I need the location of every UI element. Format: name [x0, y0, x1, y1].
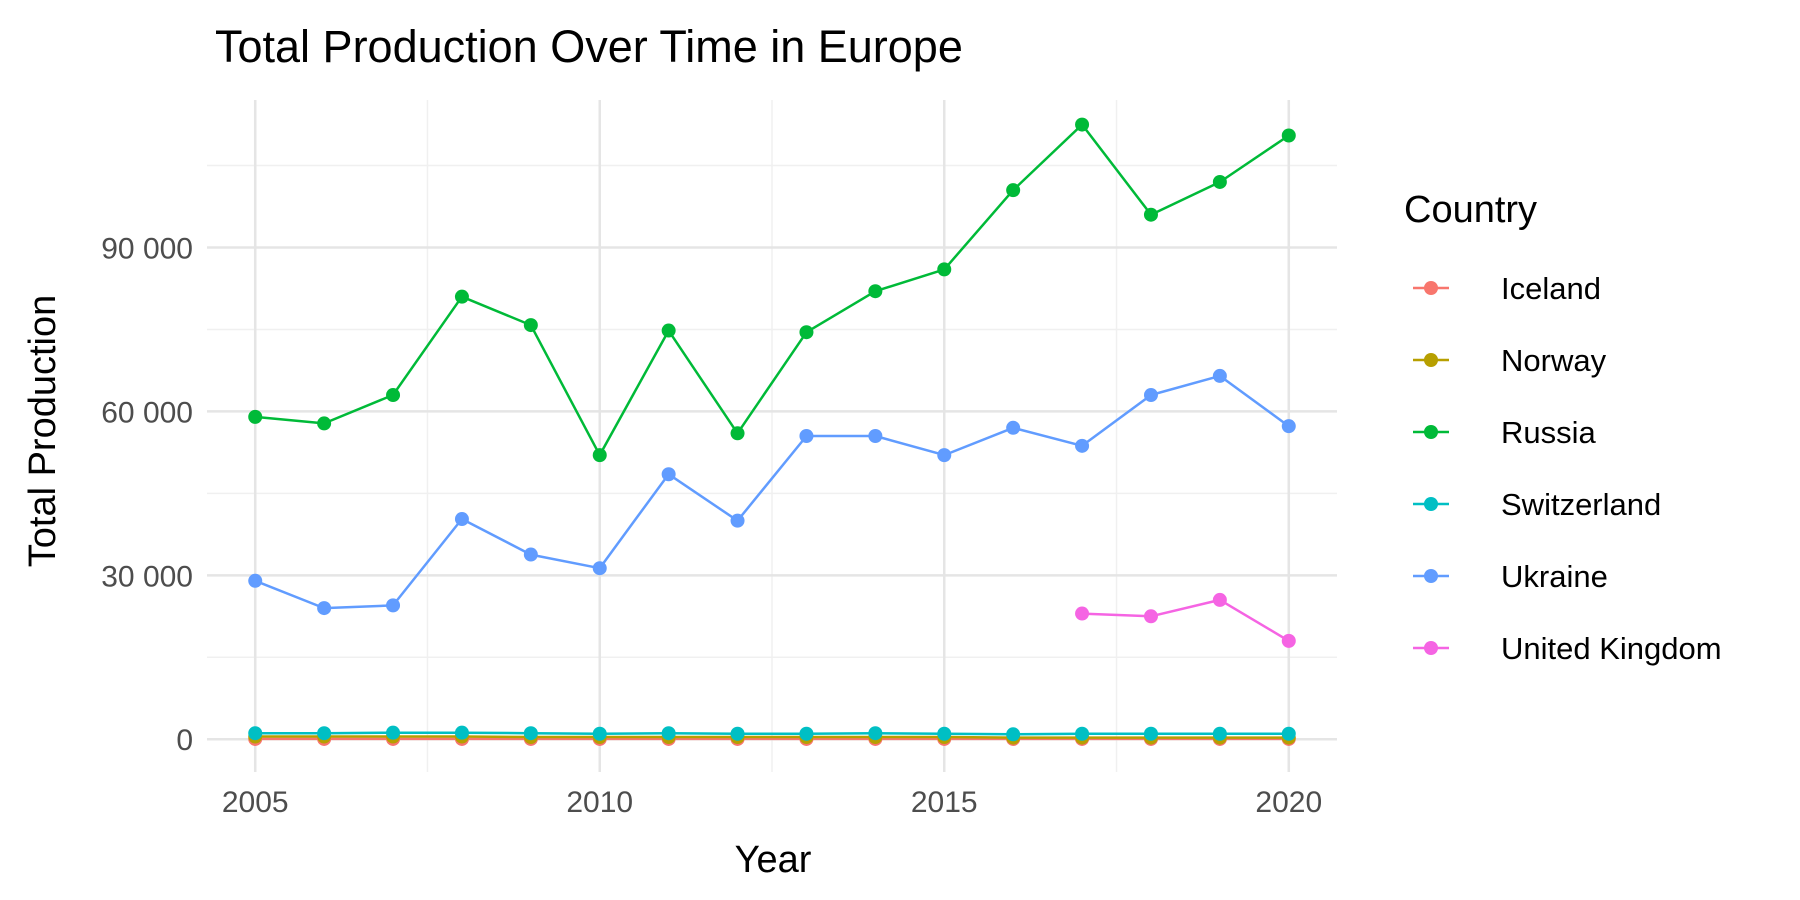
- legend-label-russia: Russia: [1501, 415, 1597, 450]
- x-tick-label: 2020: [1255, 786, 1322, 819]
- data-point-united-kingdom: [1281, 633, 1296, 648]
- data-point-switzerland: [1281, 726, 1296, 741]
- y-tick-label: 60 000: [101, 396, 193, 429]
- data-point-ukraine: [1281, 419, 1296, 434]
- data-point-switzerland: [799, 726, 814, 741]
- data-point-russia: [592, 448, 607, 463]
- data-point-united-kingdom: [1212, 592, 1227, 607]
- data-point-switzerland: [661, 726, 676, 741]
- data-point-united-kingdom: [1143, 609, 1158, 624]
- data-point-ukraine: [592, 561, 607, 576]
- data-point-ukraine: [1006, 420, 1021, 435]
- plot-grid: [207, 100, 1337, 772]
- data-point-ukraine: [317, 601, 332, 616]
- legend-label-switzerland: Switzerland: [1501, 487, 1661, 522]
- data-point-ukraine: [248, 573, 263, 588]
- y-axis-tick-labels: 0 30 000 60 000 90 000: [101, 233, 193, 758]
- data-point-switzerland: [523, 726, 538, 741]
- series-line-ukraine: [254, 374, 1290, 610]
- series-line-russia: [255, 123, 1290, 457]
- legend-key-point-russia: [1424, 425, 1438, 439]
- legend-key-point-ukraine: [1424, 569, 1438, 583]
- data-point-ukraine: [1212, 368, 1227, 383]
- legend-title: Country: [1404, 189, 1537, 231]
- data-point-russia: [386, 388, 401, 403]
- data-point-russia: [868, 284, 883, 299]
- y-axis-label: Total Production: [22, 295, 64, 568]
- data-point-russia: [1281, 128, 1296, 143]
- data-point-russia: [1212, 174, 1227, 189]
- x-axis-tick-labels: 2005 2010 2015 2020: [222, 786, 1322, 819]
- series-line-united-kingdom: [1082, 598, 1290, 642]
- data-point-ukraine: [937, 448, 952, 463]
- data-point-russia: [937, 262, 952, 277]
- data-point-russia: [317, 416, 332, 431]
- data-point-ukraine: [1075, 438, 1090, 453]
- legend-label-iceland: Iceland: [1501, 271, 1601, 306]
- data-point-ukraine: [730, 513, 745, 528]
- data-point-united-kingdom: [1075, 606, 1090, 621]
- data-point-russia: [799, 325, 814, 340]
- data-point-ukraine: [868, 429, 883, 443]
- legend-label-norway: Norway: [1501, 343, 1607, 378]
- series-line-switzerland: [255, 731, 1289, 736]
- data-point-russia: [730, 426, 745, 441]
- data-point-switzerland: [317, 726, 332, 741]
- data-point-switzerland: [1075, 726, 1090, 741]
- legend-key-point-united-kingdom: [1424, 641, 1438, 655]
- data-point-switzerland: [868, 726, 883, 741]
- data-point-ukraine: [386, 598, 401, 613]
- series-lines: [254, 123, 1290, 741]
- series-line-norway: [255, 735, 1289, 739]
- y-tick-label: 30 000: [101, 560, 193, 593]
- data-point-switzerland: [386, 725, 401, 740]
- x-tick-label: 2015: [911, 786, 978, 819]
- data-point-ukraine: [523, 547, 538, 562]
- data-point-ukraine: [661, 467, 676, 482]
- legend-key-point-iceland: [1424, 281, 1438, 295]
- data-point-russia: [1075, 117, 1090, 132]
- legend-label-united-kingdom: United Kingdom: [1501, 631, 1722, 666]
- data-point-russia: [1143, 207, 1158, 222]
- y-tick-label: 0: [176, 724, 193, 757]
- x-tick-label: 2010: [566, 786, 633, 819]
- data-point-russia: [1006, 183, 1021, 198]
- data-point-switzerland: [730, 726, 745, 741]
- data-point-ukraine: [1143, 388, 1158, 403]
- data-point-switzerland: [454, 725, 469, 740]
- data-point-russia: [454, 289, 469, 304]
- x-axis-label: Year: [735, 839, 812, 881]
- data-point-russia: [661, 323, 676, 338]
- data-point-russia: [248, 409, 263, 424]
- data-point-switzerland: [592, 726, 607, 741]
- data-point-ukraine: [799, 429, 814, 443]
- legend-key-point-switzerland: [1424, 497, 1438, 511]
- data-point-switzerland: [248, 726, 263, 741]
- data-point-switzerland: [1212, 726, 1227, 741]
- series-points: [248, 117, 1296, 746]
- legend-label-ukraine: Ukraine: [1501, 559, 1608, 594]
- data-point-switzerland: [1143, 726, 1158, 741]
- data-point-ukraine: [454, 512, 469, 527]
- data-point-russia: [523, 318, 538, 333]
- y-tick-label: 90 000: [101, 233, 193, 266]
- legend-key-point-norway: [1424, 353, 1438, 367]
- data-point-switzerland: [937, 726, 952, 741]
- data-point-switzerland: [1006, 727, 1021, 742]
- chart-title: Total Production Over Time in Europe: [215, 21, 963, 72]
- x-tick-label: 2005: [222, 786, 289, 819]
- legend: Country Iceland Norway Russia Switzerland Uk…: [1404, 189, 1722, 666]
